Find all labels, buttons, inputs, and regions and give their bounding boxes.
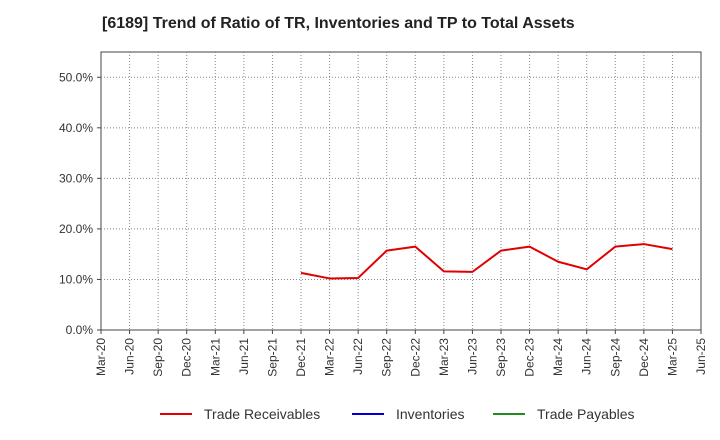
x-tick-label: Jun-20: [123, 338, 137, 375]
legend-swatch-trade-receivables: [160, 413, 192, 415]
x-tick-label: Sep-22: [380, 338, 394, 377]
x-tick-label: Mar-24: [551, 338, 565, 376]
x-tick-label: Mar-21: [208, 338, 222, 376]
legend-swatch-trade-payables: [493, 413, 525, 415]
chart-title: [6189] Trend of Ratio of TR, Inventories…: [102, 15, 575, 32]
x-tick-label: Mar-23: [437, 338, 451, 376]
x-tick-label: Jun-21: [237, 338, 251, 375]
x-axis: Mar-20 Jun-20 Sep-20 Dec-20 Mar-21 Jun-21 Sep-…: [94, 330, 708, 377]
plot-area: [100, 51, 702, 331]
x-tick-label: Mar-20: [94, 338, 108, 376]
x-tick-label: Dec-20: [180, 338, 194, 377]
y-tick-label: 10.0%: [59, 272, 93, 286]
y-tick-label: 30.0%: [59, 171, 93, 185]
x-tick-label: Dec-22: [408, 338, 422, 377]
x-tick-label: Jun-25: [694, 338, 708, 375]
y-tick-label: 0.0%: [66, 323, 94, 337]
x-tick-label: Mar-25: [665, 338, 679, 376]
x-tick-label: Dec-21: [294, 338, 308, 377]
y-tick-label: 50.0%: [59, 70, 93, 84]
legend-label: Trade Receivables: [204, 406, 321, 422]
x-tick-label: Sep-20: [151, 338, 165, 377]
x-tick-label: Jun-22: [351, 338, 365, 375]
y-tick-label: 20.0%: [59, 222, 93, 236]
legend-label: Trade Payables: [537, 406, 635, 422]
x-tick-label: Mar-22: [323, 338, 337, 376]
x-tick-label: Dec-23: [523, 338, 537, 377]
legend-item-trade-receivables: Trade Receivables: [160, 402, 320, 426]
y-tick-label: 40.0%: [59, 121, 93, 135]
x-tick-label: Sep-23: [494, 338, 508, 377]
legend-item-trade-payables: Trade Payables: [493, 402, 635, 426]
x-tick-label: Dec-24: [637, 338, 651, 377]
x-tick-label: Sep-24: [608, 338, 622, 377]
legend-item-inventories: Inventories: [352, 402, 464, 426]
legend-label: Inventories: [396, 406, 465, 422]
x-tick-label: Jun-24: [580, 338, 594, 375]
series-lines: [300, 243, 673, 280]
series-line-trade-receivables: [300, 243, 673, 280]
x-tick-label: Jun-23: [465, 338, 479, 375]
grid-lines: [101, 52, 701, 330]
y-axis: 0.0% 10.0% 20.0% 30.0% 40.0% 50.0%: [59, 70, 101, 337]
legend-swatch-inventories: [352, 413, 384, 415]
x-tick-label: Sep-21: [265, 338, 279, 377]
legend: Trade Receivables Inventories Trade Paya…: [0, 402, 720, 426]
